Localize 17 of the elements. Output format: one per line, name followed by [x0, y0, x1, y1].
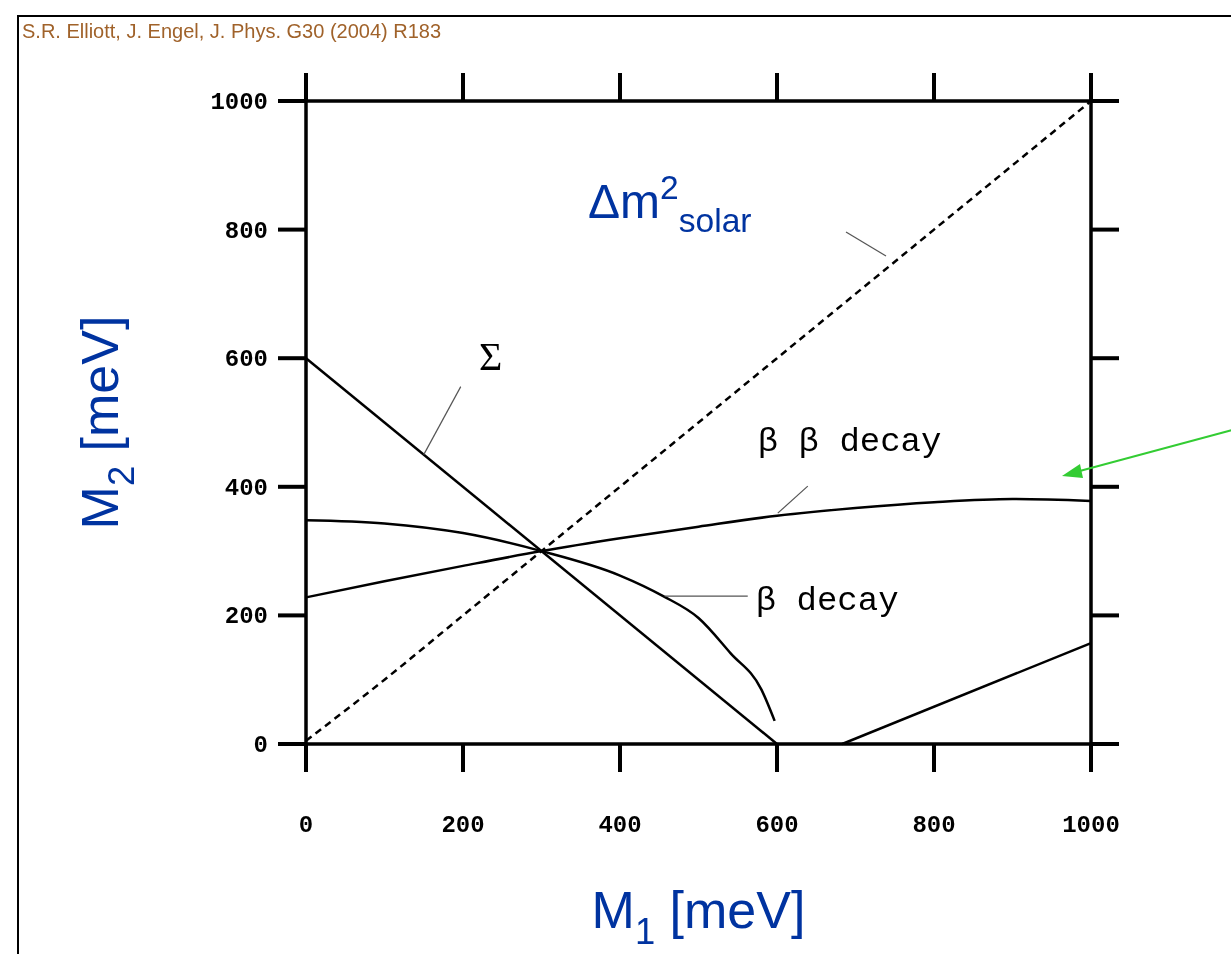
y-tick-label: 0	[253, 732, 268, 759]
annotation: β β decay	[757, 423, 942, 462]
annotation: β decay	[755, 582, 899, 621]
annotation: Σ	[479, 333, 503, 379]
y-tick-label: 1000	[210, 89, 268, 116]
y-tick-label: 800	[224, 217, 268, 245]
x-tick-label: 200	[441, 812, 485, 839]
x-axis-title: M$_{1}$ [meV]	[591, 881, 806, 952]
y-tick-label: 200	[224, 603, 268, 631]
x-tick-label: 0	[298, 812, 314, 839]
y-tick-label: 600	[224, 346, 268, 374]
x-tick-label: 400	[598, 812, 642, 839]
text: S.R. Elliott, J. Engel, J. Phys. G30 (2004) R183	[22, 20, 442, 42]
x-tick-label: 1000	[1062, 812, 1120, 839]
y-tick-label: 400	[224, 474, 268, 502]
x-tick-label: 800	[912, 812, 956, 839]
x-tick-label: 600	[755, 812, 799, 839]
